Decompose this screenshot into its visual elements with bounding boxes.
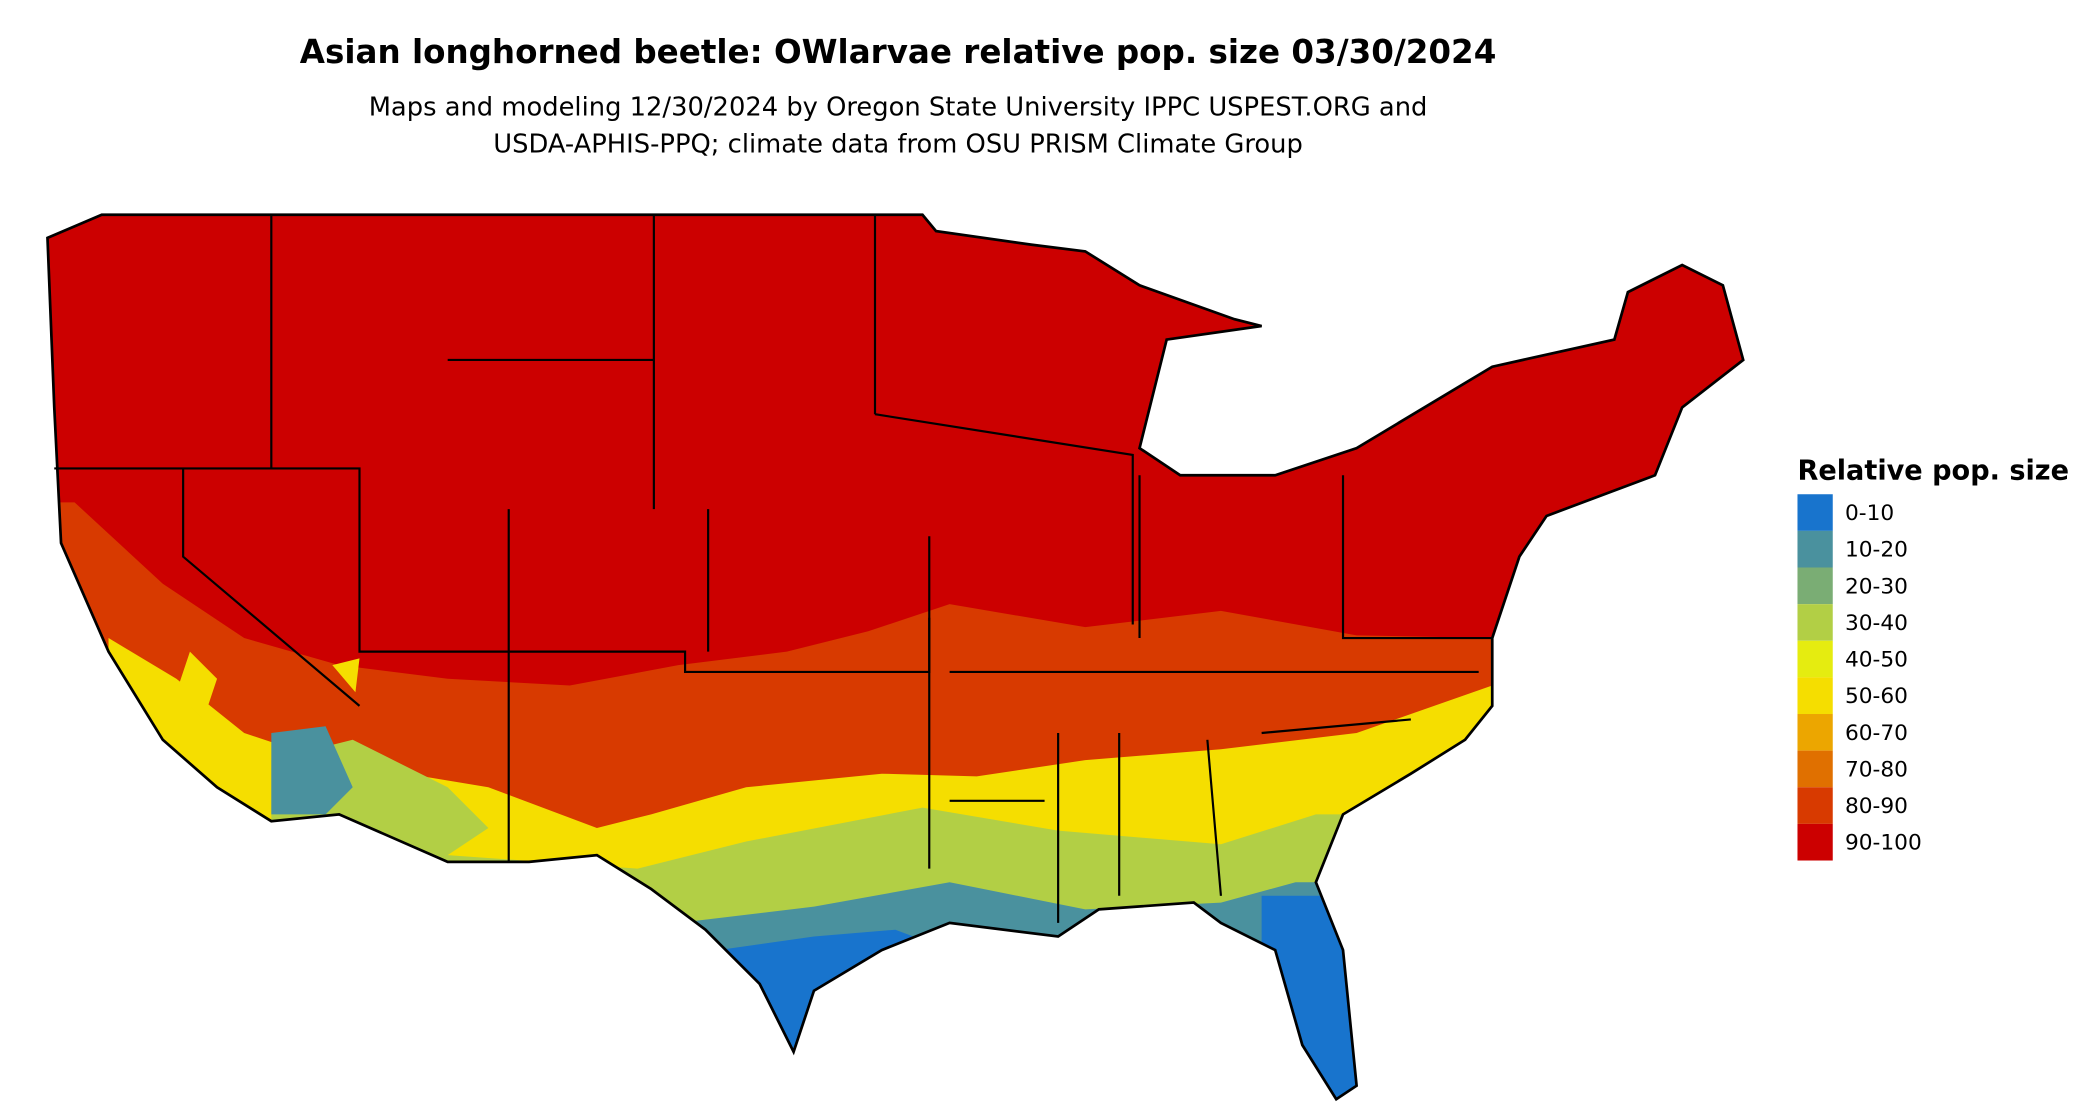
legend-swatch <box>1797 530 1833 568</box>
legend-swatch <box>1797 823 1833 861</box>
legend-label: 20-30 <box>1845 574 1908 599</box>
legend: Relative pop. size 0-10 10-20 20-30 30-40 40… <box>1797 455 2069 861</box>
map-zone <box>176 651 360 720</box>
legend-label: 40-50 <box>1845 648 1908 673</box>
legend-label: 30-40 <box>1845 611 1908 636</box>
legend-label: 80-90 <box>1845 794 1908 819</box>
legend-label: 0-10 <box>1845 501 1894 526</box>
legend-swatch <box>1797 714 1833 751</box>
legend-swatch <box>1797 677 1833 715</box>
map-subtitle: Maps and modeling 12/30/2024 by Oregon S… <box>369 93 1428 123</box>
legend-label: 70-80 <box>1845 757 1908 782</box>
legend-label: 10-20 <box>1845 538 1908 563</box>
legend-title: Relative pop. size <box>1797 455 2069 486</box>
legend-swatch <box>1797 494 1833 531</box>
country-outline <box>46 213 1745 1102</box>
legend-swatch <box>1797 604 1833 641</box>
map-title: Asian longhorned beetle: OWlarvae relati… <box>300 33 1497 71</box>
legend-swatch <box>1797 640 1833 678</box>
map-subtitle: USDA-APHIS-PPQ; climate data from OSU PR… <box>493 129 1303 159</box>
legend-label: 90-100 <box>1845 831 1922 856</box>
legend-swatch <box>1797 567 1833 605</box>
state-borders <box>54 214 1493 923</box>
legend-label: 50-60 <box>1845 684 1908 709</box>
legend-swatch <box>1797 787 1833 824</box>
legend-swatch <box>1797 750 1833 788</box>
legend-label: 60-70 <box>1845 721 1908 746</box>
